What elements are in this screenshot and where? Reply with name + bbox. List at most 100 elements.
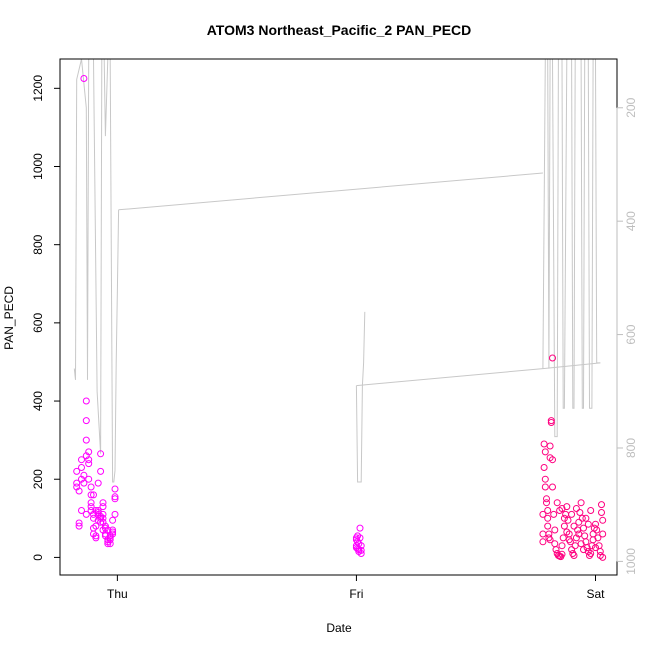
- data-point: [544, 514, 552, 522]
- data-point: [82, 436, 90, 444]
- data-point: [111, 493, 119, 501]
- data-point: [574, 526, 582, 534]
- data-point: [599, 516, 607, 524]
- y-tick-label: 800: [31, 234, 45, 254]
- data-point: [560, 514, 568, 522]
- data-point: [563, 503, 571, 511]
- data-point: [547, 419, 555, 426]
- data-point: [106, 536, 114, 544]
- data-point: [541, 483, 549, 491]
- data-point: [551, 540, 559, 548]
- data-point: [73, 479, 81, 487]
- y2-tick-label: 800: [624, 438, 638, 458]
- data-point: [85, 475, 93, 483]
- data-point: [578, 514, 586, 522]
- altitude-line-segment-3: [356, 368, 543, 387]
- data-point: [357, 550, 365, 557]
- data-point: [598, 509, 605, 516]
- x-axis-label: Date: [326, 621, 352, 635]
- y2-tick-label: 200: [624, 97, 638, 117]
- data-point: [587, 550, 595, 557]
- data-point: [78, 456, 85, 464]
- y2-tick-label: 400: [624, 211, 638, 231]
- data-point: [560, 522, 568, 530]
- data-point: [78, 507, 85, 514]
- data-point: [575, 518, 583, 526]
- data-point: [99, 503, 107, 511]
- y-tick-label: 600: [31, 313, 45, 333]
- y-tick-label: 200: [31, 469, 45, 489]
- data-point: [80, 75, 88, 82]
- data-point: [551, 526, 559, 534]
- data-point: [540, 440, 548, 448]
- data-point: [92, 534, 100, 542]
- data-point: [109, 516, 117, 524]
- data-point: [540, 464, 548, 471]
- data-point: [563, 528, 571, 536]
- data-point: [104, 526, 112, 534]
- data-point: [570, 552, 578, 559]
- data-point: [595, 542, 603, 550]
- data-point: [584, 520, 592, 528]
- data-point: [562, 510, 570, 518]
- data-point: [85, 460, 93, 468]
- data-point: [580, 524, 587, 532]
- data-point: [82, 452, 90, 460]
- y2-tick-label: 1000: [624, 548, 638, 575]
- y-tick-label: 1200: [31, 75, 45, 102]
- data-point: [75, 522, 83, 530]
- data-point: [570, 522, 578, 530]
- data-point: [78, 464, 85, 471]
- data-point: [543, 499, 550, 507]
- data-point: [592, 520, 599, 528]
- data-point: [356, 534, 364, 542]
- plot-frame: [59, 58, 618, 576]
- data-point: [568, 510, 576, 518]
- data-point: [111, 495, 119, 503]
- data-point: [599, 553, 607, 561]
- data-point: [99, 499, 107, 507]
- data-point: [571, 542, 579, 550]
- data-point: [553, 499, 561, 507]
- data-point: [558, 505, 566, 512]
- data-point: [565, 536, 573, 544]
- line-layer: [73, 58, 601, 483]
- data-point: [582, 514, 590, 522]
- data-point: [357, 546, 365, 554]
- data-point: [99, 514, 107, 522]
- data-point: [559, 534, 567, 542]
- data-point: [594, 534, 602, 542]
- data-point: [539, 530, 547, 538]
- data-point: [356, 524, 364, 532]
- data-point: [99, 526, 107, 534]
- data-point: [354, 545, 362, 553]
- data-point: [539, 510, 547, 518]
- data-point: [97, 450, 105, 458]
- y-tick-label: 1000: [31, 153, 45, 180]
- data-point: [90, 514, 97, 522]
- data-point: [87, 483, 95, 491]
- data-point: [568, 546, 576, 554]
- data-point: [545, 534, 553, 542]
- data-point: [549, 354, 556, 362]
- data-point: [583, 544, 591, 552]
- y-tick-label: 0: [31, 554, 45, 561]
- data-point: [558, 542, 566, 550]
- altitude-line-segment-4: [542, 58, 601, 438]
- data-point: [576, 509, 584, 516]
- data-point: [580, 546, 587, 554]
- y-axis-right: 200 400 600 800 1000: [616, 97, 638, 575]
- data-point: [593, 526, 601, 534]
- data-point: [572, 505, 580, 512]
- y2-tick-label: 600: [624, 324, 638, 344]
- y-tick-label: 400: [31, 391, 45, 411]
- x-tick-label: Fri: [349, 587, 363, 601]
- altitude-line-segment-1: [118, 172, 543, 211]
- data-point: [82, 417, 90, 425]
- data-point: [546, 536, 554, 544]
- x-tick-label: Thu: [107, 587, 128, 601]
- altitude-line-segment-5: [542, 362, 601, 370]
- x-axis: Thu Fri Sat: [107, 574, 605, 601]
- data-point: [82, 397, 90, 405]
- data-point: [544, 507, 552, 514]
